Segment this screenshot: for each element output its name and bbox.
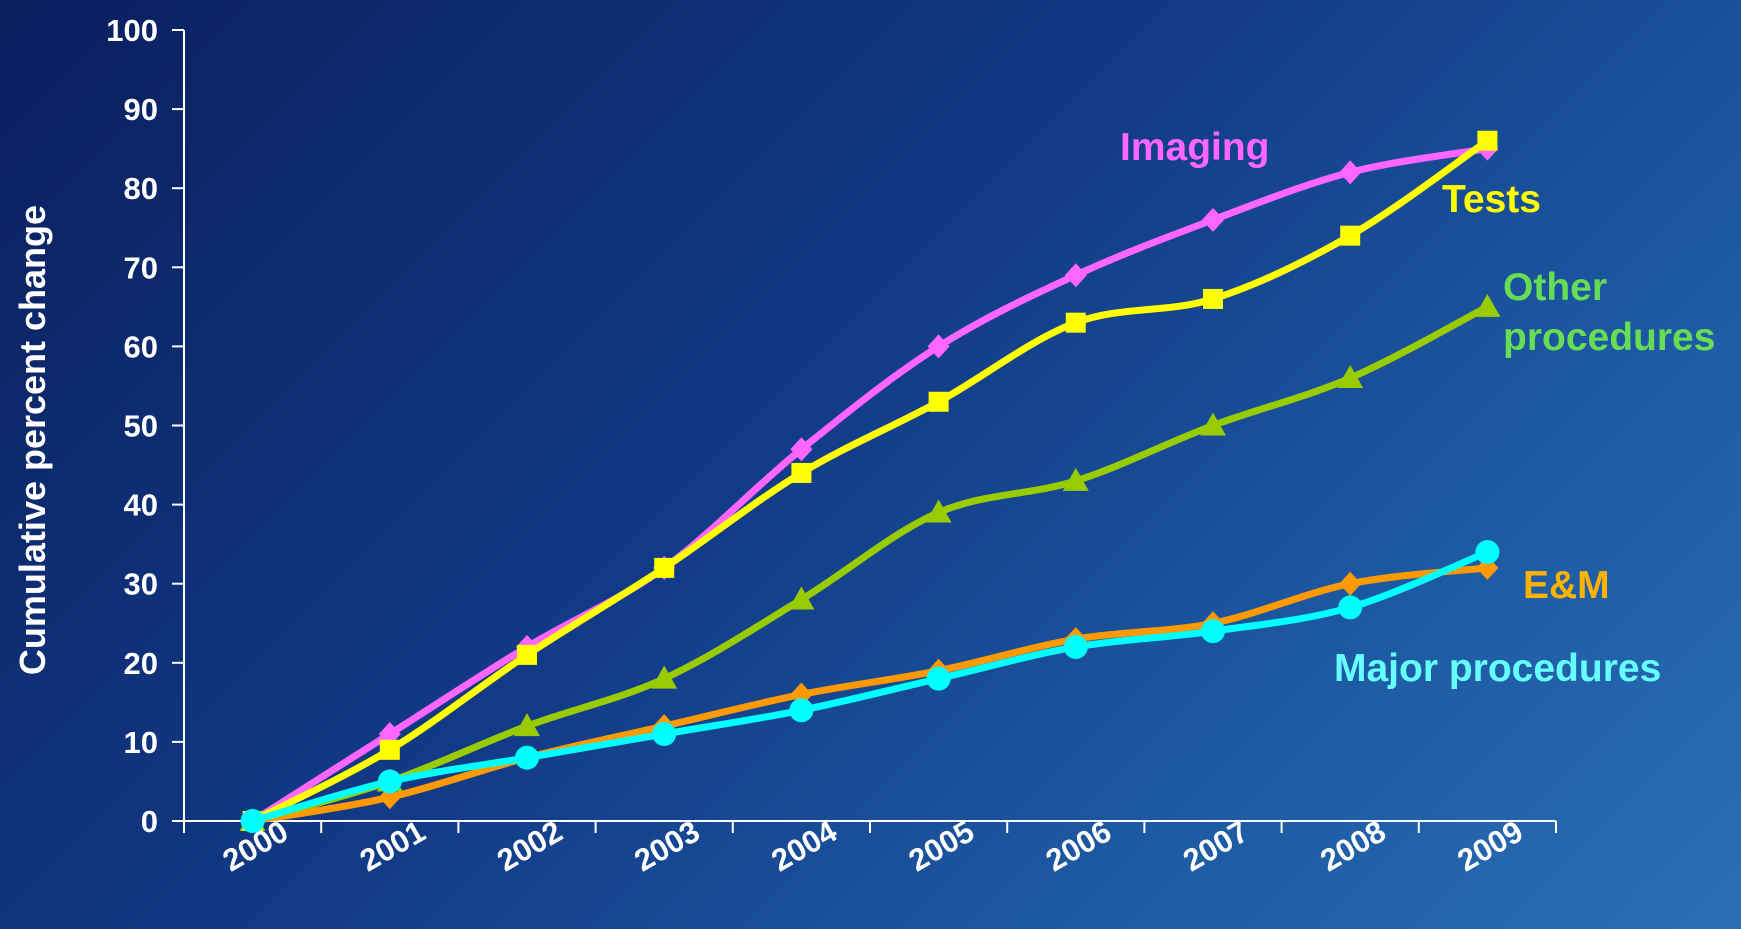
data-point bbox=[517, 644, 537, 665]
data-point bbox=[515, 745, 539, 770]
data-point bbox=[1200, 412, 1226, 436]
series-markers bbox=[239, 130, 1501, 833]
data-point bbox=[1201, 619, 1225, 644]
data-point bbox=[788, 586, 815, 610]
series-label: Major procedures bbox=[1334, 647, 1661, 690]
x-tick-label: 2001 bbox=[354, 814, 431, 879]
y-axis-ticks: 0 10 20 30 40 50 60 70 80 90 100 bbox=[106, 13, 184, 839]
x-tick-label: 2003 bbox=[628, 814, 705, 879]
y-tick-label: 80 bbox=[124, 171, 158, 206]
x-tick-label: 2008 bbox=[1314, 814, 1391, 879]
data-point bbox=[652, 721, 677, 746]
series-line bbox=[249, 303, 1491, 825]
y-tick-label: 30 bbox=[124, 567, 158, 602]
data-point bbox=[925, 499, 952, 523]
data-point bbox=[1477, 130, 1498, 151]
x-tick-label: 2006 bbox=[1040, 814, 1117, 879]
data-point bbox=[1475, 540, 1500, 565]
series-label: procedures bbox=[1503, 316, 1715, 359]
y-tick-label: 40 bbox=[124, 488, 158, 523]
data-point bbox=[514, 713, 540, 737]
data-point bbox=[926, 666, 951, 691]
y-tick-label: 20 bbox=[124, 646, 158, 681]
chart-axes bbox=[183, 30, 1556, 822]
series-label: Other bbox=[1503, 266, 1607, 309]
x-tick-label: 2009 bbox=[1452, 814, 1529, 879]
y-tick-label: 0 bbox=[141, 804, 158, 839]
y-tick-label: 50 bbox=[124, 409, 158, 444]
data-point bbox=[789, 698, 814, 723]
y-tick-label: 70 bbox=[124, 250, 158, 285]
x-tick-label: 2007 bbox=[1177, 814, 1254, 879]
data-point bbox=[1337, 365, 1364, 389]
data-point bbox=[791, 462, 812, 483]
series-lines bbox=[249, 137, 1491, 825]
x-tick-label: 2002 bbox=[491, 814, 568, 879]
y-tick-label: 100 bbox=[106, 13, 158, 48]
y-tick-label: 60 bbox=[124, 329, 158, 364]
data-point bbox=[790, 437, 813, 462]
data-point bbox=[1340, 225, 1361, 246]
series-label: Imaging bbox=[1120, 126, 1270, 169]
data-point bbox=[654, 557, 675, 578]
x-axis-ticks: 2000 2001 2002 2003 2004 2005 2006 2007 2008 2009 bbox=[183, 813, 1557, 879]
y-axis-label: Cumulative percent change bbox=[12, 205, 53, 675]
data-point bbox=[1338, 595, 1363, 620]
series-labels: Imaging Tests Other procedures E&M Major proc… bbox=[1120, 126, 1715, 690]
x-tick-label: 2005 bbox=[903, 814, 980, 879]
data-point bbox=[1203, 288, 1223, 309]
series-line bbox=[249, 145, 1491, 825]
data-point bbox=[927, 334, 950, 359]
data-point bbox=[377, 769, 402, 794]
data-point bbox=[379, 739, 400, 760]
y-tick-label: 10 bbox=[124, 725, 158, 760]
series-line bbox=[249, 137, 1491, 825]
y-tick-label: 90 bbox=[124, 92, 158, 127]
series-label: Tests bbox=[1442, 178, 1541, 221]
data-point bbox=[1474, 293, 1501, 317]
series-label: E&M bbox=[1523, 564, 1610, 607]
series-line bbox=[249, 564, 1491, 825]
data-point bbox=[1202, 207, 1224, 232]
data-point bbox=[928, 391, 949, 412]
data-point bbox=[1063, 634, 1088, 659]
data-point bbox=[1339, 571, 1362, 596]
data-point bbox=[1065, 312, 1086, 333]
x-tick-label: 2004 bbox=[766, 813, 844, 878]
data-point bbox=[1064, 263, 1087, 288]
data-point bbox=[651, 665, 678, 689]
data-point bbox=[1339, 160, 1362, 185]
data-point bbox=[240, 809, 265, 833]
data-point bbox=[1062, 467, 1089, 491]
series-line bbox=[249, 548, 1491, 825]
